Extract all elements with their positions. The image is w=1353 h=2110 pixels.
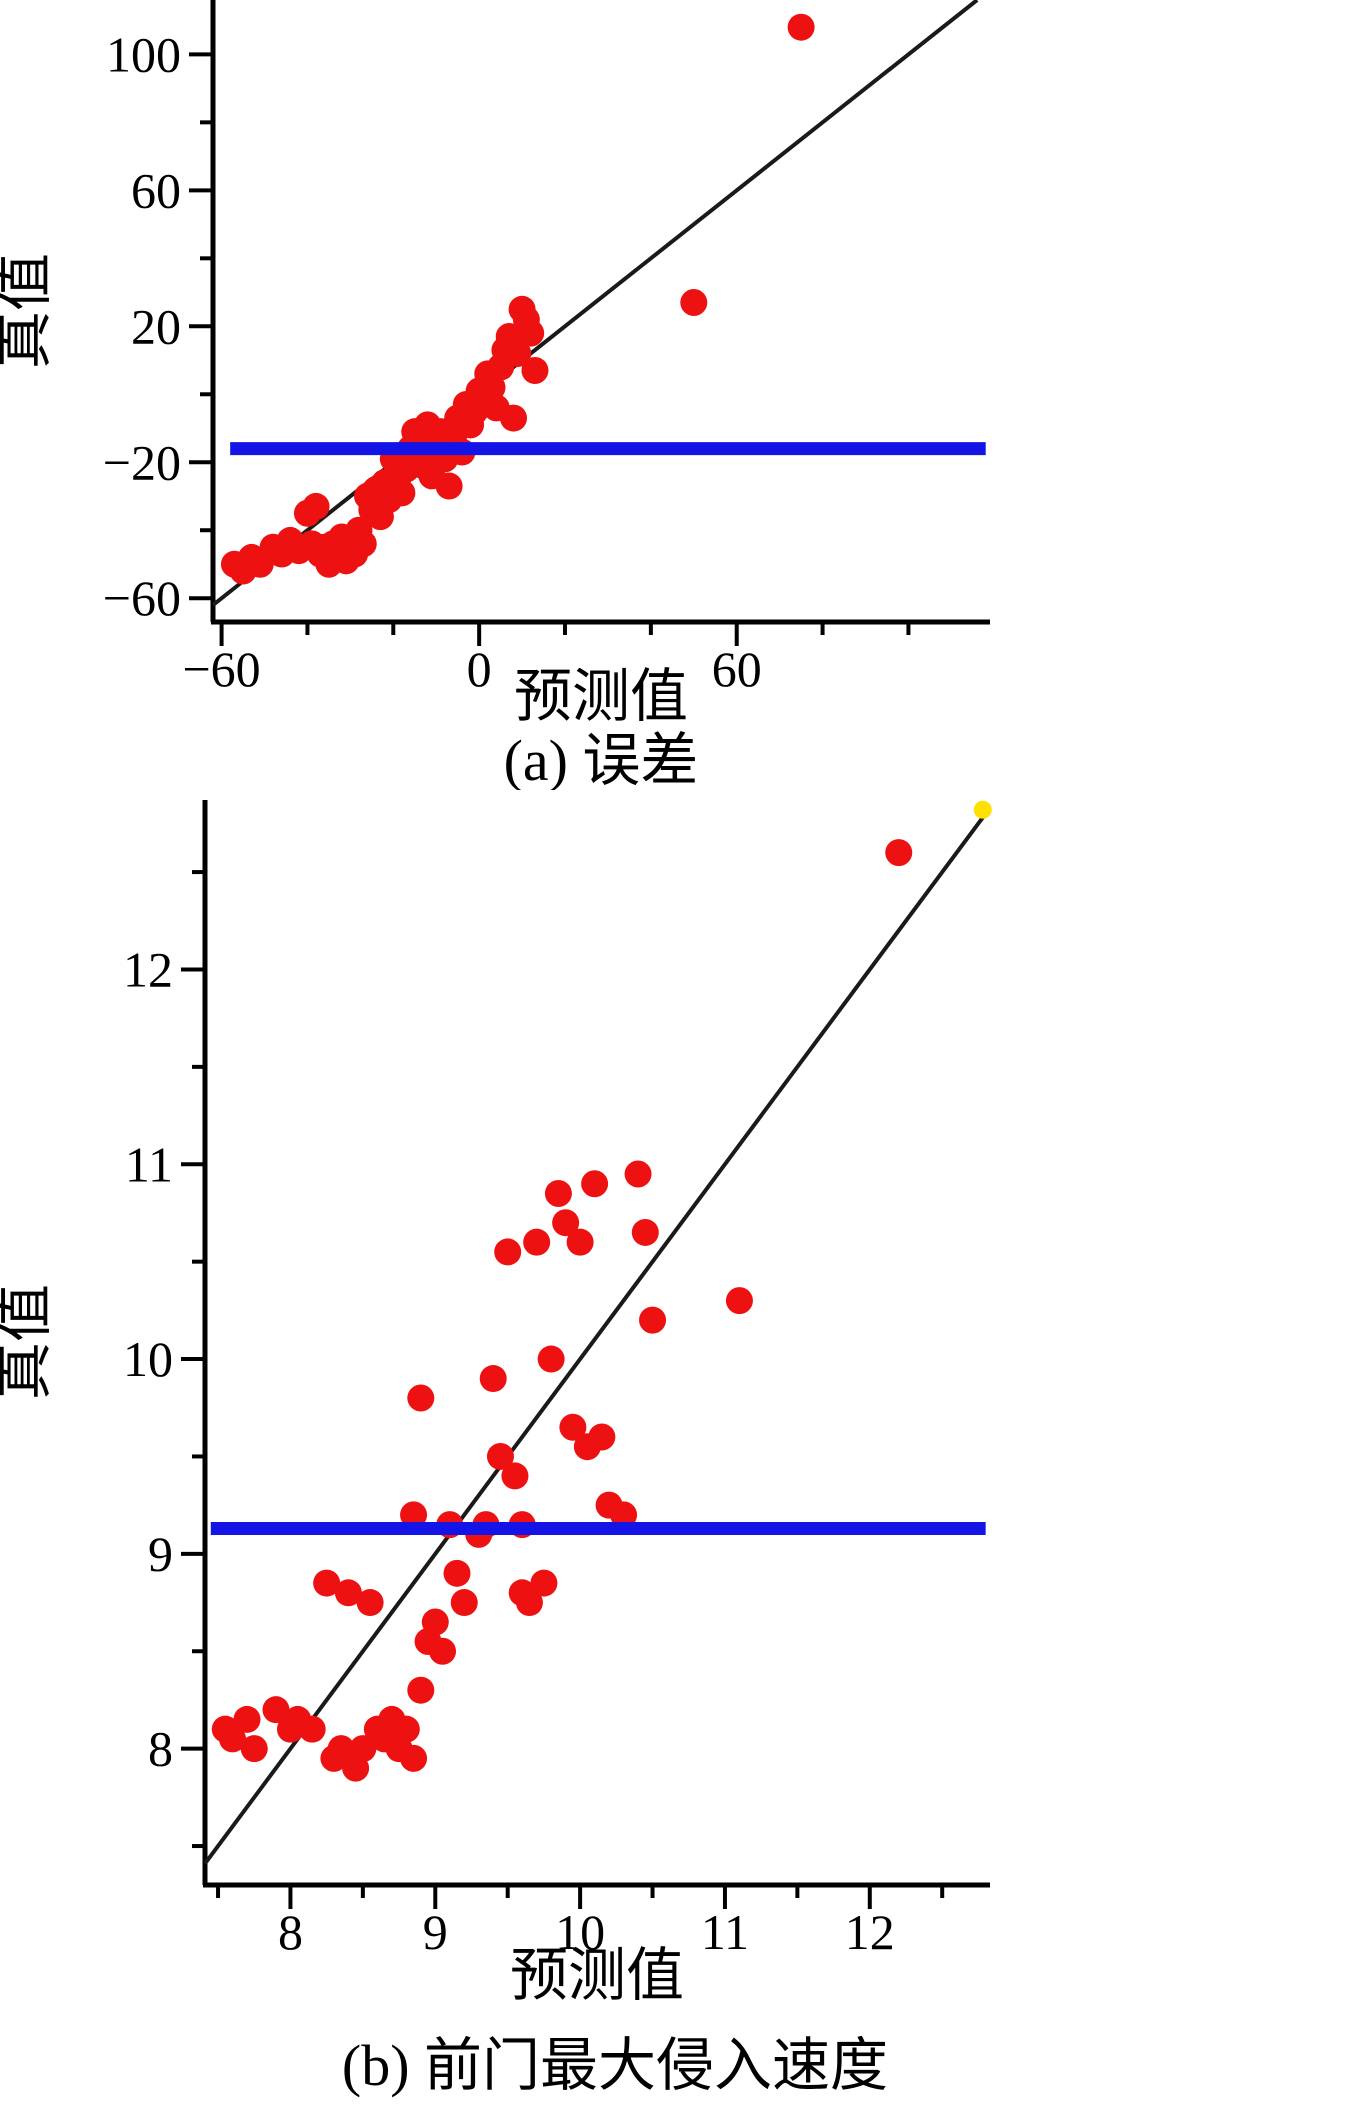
plot-area-b: 8 9 10 11 12 8 9 10 11 12	[123, 800, 992, 1960]
identity-line	[211, 0, 979, 607]
caption-a: (a) 误差	[504, 728, 699, 790]
figure-b: 8 9 10 11 12 8 9 10 11 12 真值 预测值 (b) 前门最大侵入速度	[0, 790, 1353, 2110]
chart-a-canvas: −60 0 60 −60 −20 20 60 100 真值 预测值 (a) 误差	[0, 0, 990, 790]
x-tick-label: 0	[467, 641, 492, 697]
data-point	[388, 479, 416, 507]
y-axis-label-a: 真值	[0, 253, 57, 369]
data-point	[262, 1696, 290, 1724]
data-point	[610, 1501, 638, 1529]
data-point	[407, 1676, 435, 1704]
data-point	[552, 1209, 580, 1237]
data-point	[421, 1608, 449, 1636]
data-point	[787, 13, 815, 41]
y-axis-label-b: 真值	[0, 1284, 57, 1400]
y-tick-label: 8	[148, 1721, 173, 1777]
data-point	[400, 1744, 428, 1772]
data-point	[544, 1179, 572, 1207]
data-point	[501, 1462, 529, 1490]
data-point	[624, 1160, 652, 1188]
data-point	[517, 319, 545, 347]
line-end-marker	[973, 800, 992, 819]
caption-b: (b) 前门最大侵入速度	[342, 2033, 888, 2098]
data-point	[450, 1589, 478, 1617]
y-tick-label: 11	[125, 1136, 173, 1192]
data-point	[725, 1287, 753, 1315]
data-point	[400, 1501, 428, 1529]
data-point	[885, 839, 913, 867]
data-point	[356, 1589, 384, 1617]
data-point	[298, 1715, 326, 1743]
data-point	[443, 1559, 471, 1587]
y-tick-label: 60	[131, 162, 181, 218]
y-tick-label: 9	[148, 1526, 173, 1582]
data-point	[530, 1569, 558, 1597]
data-point	[494, 1238, 522, 1266]
plot-area-a: −60 0 60 −60 −20 20 60 100	[103, 0, 990, 697]
identity-line	[203, 806, 992, 1865]
y-tick-label: 20	[131, 298, 181, 354]
data-point	[478, 373, 506, 401]
data-point	[523, 1228, 551, 1256]
y-tick-label: −60	[103, 570, 181, 626]
data-point	[349, 530, 377, 558]
chart-b-canvas: 8 9 10 11 12 8 9 10 11 12 真值 预测值 (b) 前门最大侵入速度	[0, 800, 992, 2098]
data-point	[521, 356, 549, 384]
x-axis-label-b: 预测值	[510, 1943, 684, 2008]
data-point	[240, 1735, 268, 1763]
data-point	[515, 1589, 543, 1617]
x-tick-label: 11	[701, 1904, 749, 1960]
x-axis-label-a: 预测值	[514, 664, 688, 729]
x-tick-label: 60	[712, 641, 762, 697]
figure-a: −60 0 60 −60 −20 20 60 100 真值 预测值 (a) 误差	[0, 0, 1353, 790]
data-point	[313, 1569, 341, 1597]
data-point	[639, 1306, 667, 1334]
data-point	[566, 1228, 594, 1256]
y-tick-label: 10	[123, 1331, 173, 1387]
data-point	[302, 492, 330, 520]
data-point	[429, 1637, 457, 1665]
data-point	[537, 1345, 565, 1373]
data-point	[392, 1715, 420, 1743]
x-tick-label: 10	[555, 1904, 605, 1960]
x-tick-label: 8	[278, 1904, 303, 1960]
data-point	[407, 1384, 435, 1412]
data-point	[479, 1365, 507, 1393]
x-tick-label: 12	[845, 1904, 895, 1960]
y-tick-label: 100	[106, 26, 181, 82]
data-point	[631, 1218, 659, 1246]
x-tick-label: 9	[423, 1904, 448, 1960]
x-tick-label: −60	[182, 641, 260, 697]
y-tick-label: −20	[103, 434, 181, 490]
data-point	[559, 1413, 587, 1441]
data-point	[499, 404, 527, 432]
data-point	[334, 1579, 362, 1607]
data-point	[435, 472, 463, 500]
data-point	[349, 1735, 377, 1763]
data-point	[219, 1725, 247, 1753]
data-point	[680, 289, 708, 317]
data-point	[588, 1423, 616, 1451]
data-point	[581, 1170, 609, 1198]
data-point	[504, 339, 532, 367]
y-tick-label: 12	[123, 941, 173, 997]
data-point	[486, 1442, 514, 1470]
data-point	[233, 1705, 261, 1733]
data-point	[327, 1735, 355, 1763]
